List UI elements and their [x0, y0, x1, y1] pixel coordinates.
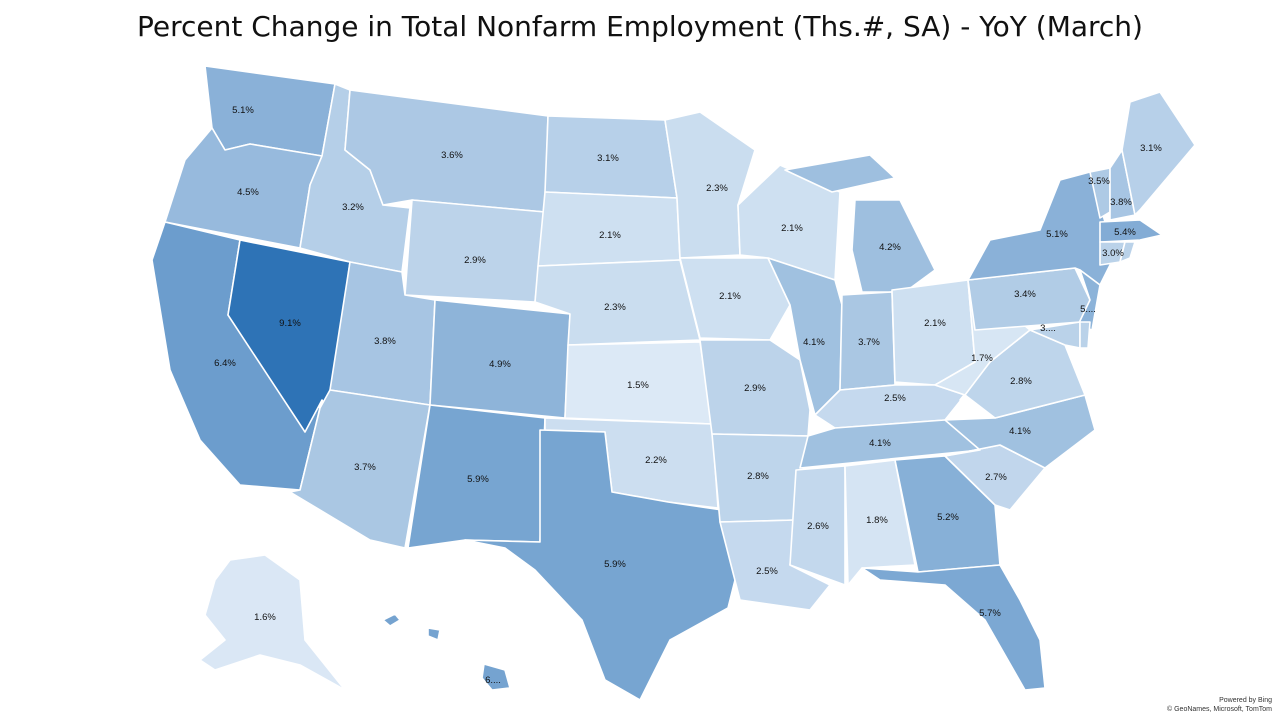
- state-label-ct: 3.0%: [1102, 248, 1124, 259]
- state-label-mi: 4.2%: [879, 242, 901, 253]
- state-label-la: 2.5%: [756, 566, 778, 577]
- state-label-ks: 1.5%: [627, 380, 649, 391]
- state-label-il: 4.1%: [803, 337, 825, 348]
- state-label-ma: 5.4%: [1114, 227, 1136, 238]
- state-label-mn: 2.3%: [706, 183, 728, 194]
- state-shape-me[interactable]: [1121, 91, 1196, 216]
- state-label-in: 3.7%: [858, 337, 880, 348]
- state-label-mt: 3.6%: [441, 150, 463, 161]
- state-shape-ak[interactable]: [199, 554, 346, 691]
- state-shape-ia[interactable]: [679, 257, 791, 341]
- state-label-tn: 4.1%: [869, 438, 891, 449]
- state-label-mo: 2.9%: [744, 383, 766, 394]
- state-label-wi: 2.1%: [781, 223, 803, 234]
- state-label-nd: 3.1%: [597, 153, 619, 164]
- state-label-tx: 5.9%: [604, 559, 626, 570]
- state-label-ak: 1.6%: [254, 612, 276, 623]
- state-label-ne: 2.3%: [604, 302, 626, 313]
- map-title: Percent Change in Total Nonfarm Employme…: [137, 10, 1143, 43]
- map-attribution: Powered by Bing © GeoNames, Microsoft, T…: [1167, 696, 1272, 714]
- state-shape-ri[interactable]: [1119, 241, 1136, 263]
- state-label-ky: 2.5%: [884, 393, 906, 404]
- state-label-hi: 6....: [485, 675, 501, 686]
- state-label-ms: 2.6%: [807, 521, 829, 532]
- state-label-nh: 3.8%: [1110, 197, 1132, 208]
- state-label-or: 4.5%: [237, 187, 259, 198]
- state-label-me: 3.1%: [1140, 143, 1162, 154]
- state-label-az: 3.7%: [354, 462, 376, 473]
- state-label-wy: 2.9%: [464, 255, 486, 266]
- state-label-nc: 4.1%: [1009, 426, 1031, 437]
- state-label-nv: 9.1%: [279, 318, 301, 329]
- state-label-md: 3....: [1040, 323, 1056, 334]
- state-shape-hi[interactable]: [382, 613, 511, 691]
- state-label-oh: 2.1%: [924, 318, 946, 329]
- state-shape-ms[interactable]: [789, 465, 846, 586]
- state-shape-fl[interactable]: [861, 564, 1046, 691]
- state-shape-wy[interactable]: [404, 199, 546, 303]
- state-label-sd: 2.1%: [599, 230, 621, 241]
- state-label-wa: 5.1%: [232, 105, 254, 116]
- attribution-powered-by: Powered by Bing: [1219, 697, 1272, 704]
- state-label-id: 3.2%: [342, 202, 364, 213]
- attribution-copyright: © GeoNames, Microsoft, TomTom: [1167, 706, 1272, 713]
- state-label-va: 2.8%: [1010, 376, 1032, 387]
- state-label-sc: 2.7%: [985, 472, 1007, 483]
- state-shape-sd[interactable]: [537, 191, 681, 267]
- state-label-ut: 3.8%: [374, 336, 396, 347]
- state-label-nj: 5....: [1080, 304, 1096, 315]
- state-shape-de[interactable]: [1079, 321, 1091, 349]
- state-shape-ma[interactable]: [1099, 219, 1163, 243]
- state-label-ok: 2.2%: [645, 455, 667, 466]
- state-shape-al[interactable]: [844, 459, 916, 586]
- state-label-nm: 5.9%: [467, 474, 489, 485]
- state-label-ga: 5.2%: [937, 512, 959, 523]
- state-shape-tx[interactable]: [464, 429, 741, 701]
- state-label-ia: 2.1%: [719, 291, 741, 302]
- state-label-vt: 3.5%: [1088, 176, 1110, 187]
- state-label-ny: 5.1%: [1046, 229, 1068, 240]
- state-shape-ny[interactable]: [967, 171, 1116, 286]
- state-label-ar: 2.8%: [747, 471, 769, 482]
- state-label-fl: 5.7%: [979, 608, 1001, 619]
- state-label-co: 4.9%: [489, 359, 511, 370]
- state-shape-wa[interactable]: [204, 65, 336, 157]
- state-label-wv: 1.7%: [971, 353, 993, 364]
- state-label-pa: 3.4%: [1014, 289, 1036, 300]
- state-label-al: 1.8%: [866, 515, 888, 526]
- state-label-ca: 6.4%: [214, 358, 236, 369]
